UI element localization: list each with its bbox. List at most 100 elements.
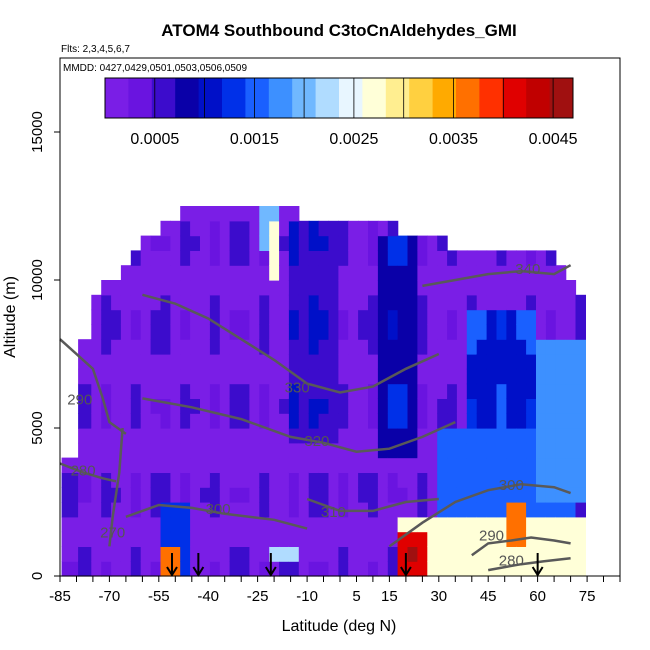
heatmap-cell: [427, 354, 438, 370]
heatmap-cell: [259, 339, 270, 355]
heatmap-cell: [397, 309, 409, 325]
heatmap-cell: [417, 531, 428, 547]
heatmap-cell: [387, 487, 399, 503]
heatmap-cell: [486, 309, 498, 325]
heatmap-cell: [565, 442, 577, 459]
x-tick-label: -55: [148, 588, 170, 605]
heatmap-cell: [506, 294, 517, 311]
heatmap-cell: [111, 383, 122, 399]
heatmap-cell: [180, 546, 191, 562]
heatmap-cell: [526, 428, 537, 444]
heatmap-cell: [200, 220, 211, 237]
heatmap-cell: [476, 280, 488, 296]
heatmap-cell: [456, 294, 468, 311]
heatmap-cell: [407, 487, 418, 503]
heatmap-cell: [486, 413, 498, 429]
heatmap-cell: [397, 457, 409, 473]
heatmap-cell: [120, 546, 132, 562]
heatmap-cell: [269, 339, 280, 355]
heatmap-cell: [249, 531, 260, 547]
heatmap-cell: [427, 309, 438, 325]
heatmap-cell: [496, 516, 507, 533]
heatmap-cell: [555, 398, 567, 414]
heatmap-cell: [111, 531, 122, 547]
heatmap-cell: [298, 472, 310, 488]
heatmap-cell: [229, 457, 241, 473]
heatmap-cell: [249, 250, 260, 266]
heatmap-cell: [358, 294, 369, 311]
colorbar-swatch: [456, 78, 480, 118]
heatmap-cell: [565, 354, 577, 370]
heatmap-cell: [308, 487, 320, 503]
heatmap-cell: [338, 516, 349, 533]
heatmap-cell: [269, 324, 280, 340]
heatmap-cell: [387, 516, 399, 533]
heatmap-cell: [407, 309, 418, 325]
heatmap-cell: [190, 339, 201, 355]
colorbar-swatch: [151, 78, 176, 118]
heatmap-cell: [91, 442, 102, 459]
heatmap-cell: [456, 487, 468, 503]
heatmap-cell: [200, 206, 211, 222]
heatmap-cell: [377, 531, 389, 547]
heatmap-cell: [348, 368, 359, 385]
heatmap-cell: [437, 265, 448, 281]
heatmap-cell: [476, 294, 488, 311]
heatmap-cell: [308, 294, 320, 311]
heatmap-cell: [358, 220, 369, 237]
heatmap-cell: [526, 487, 537, 503]
heatmap-cell: [466, 324, 478, 340]
heatmap-cell: [130, 428, 142, 444]
heatmap-cell: [219, 398, 231, 414]
heatmap-cell: [130, 383, 142, 399]
heatmap-cell: [111, 324, 122, 340]
heatmap-cell: [417, 413, 428, 429]
x-tick-label: -70: [99, 588, 121, 605]
heatmap-cell: [397, 383, 409, 399]
heatmap-cell: [348, 531, 359, 547]
heatmap-cell: [348, 428, 359, 444]
colorbar: 0.0005 0.0015 0.0025 0.0035 0.0045: [104, 77, 578, 148]
heatmap-cell: [516, 280, 527, 296]
heatmap-cell: [338, 280, 349, 296]
heatmap-cell: [575, 309, 586, 325]
heatmap-cell: [555, 324, 567, 340]
heatmap-cell: [437, 516, 448, 533]
heatmap-cell: [111, 398, 122, 414]
x-axis: -85 -70 -55 -40 -25 -10 5 15 30 45 60 75: [49, 576, 621, 605]
heatmap-cell: [328, 368, 339, 385]
heatmap-cell: [328, 309, 339, 325]
heatmap-cell: [417, 235, 428, 251]
heatmap-cell: [308, 546, 320, 562]
heatmap-cell: [91, 502, 102, 518]
heatmap-cell: [190, 368, 201, 385]
heatmap-cell: [229, 442, 241, 459]
heatmap-cell: [427, 383, 438, 399]
heatmap-cell: [298, 250, 310, 266]
heatmap-cell: [417, 294, 428, 311]
heatmap-cell: [239, 280, 250, 296]
heatmap-cell: [358, 354, 369, 370]
heatmap-cell: [456, 250, 468, 266]
heatmap-cell: [101, 383, 112, 399]
heatmap-cell: [130, 398, 142, 414]
heatmap-cell: [219, 309, 231, 325]
heatmap-cell: [318, 472, 330, 488]
heatmap-cell: [111, 428, 122, 444]
heatmap-cell: [229, 250, 241, 266]
heatmap-cell: [555, 472, 567, 488]
heatmap-cell: [368, 309, 379, 325]
heatmap-cell: [298, 354, 310, 370]
heatmap-cell: [536, 516, 547, 533]
heatmap-cell: [190, 487, 201, 503]
heatmap-cell: [506, 487, 517, 503]
heatmap-cell: [358, 235, 369, 251]
heatmap-cell: [190, 250, 201, 266]
heatmap-cell: [476, 472, 488, 488]
heatmap-cell: [111, 502, 122, 518]
heatmap-cell: [368, 561, 379, 577]
heatmap-cell: [288, 561, 300, 577]
heatmap-cell: [318, 250, 330, 266]
heatmap-cell: [397, 265, 409, 281]
heatmap-cell: [150, 250, 162, 266]
